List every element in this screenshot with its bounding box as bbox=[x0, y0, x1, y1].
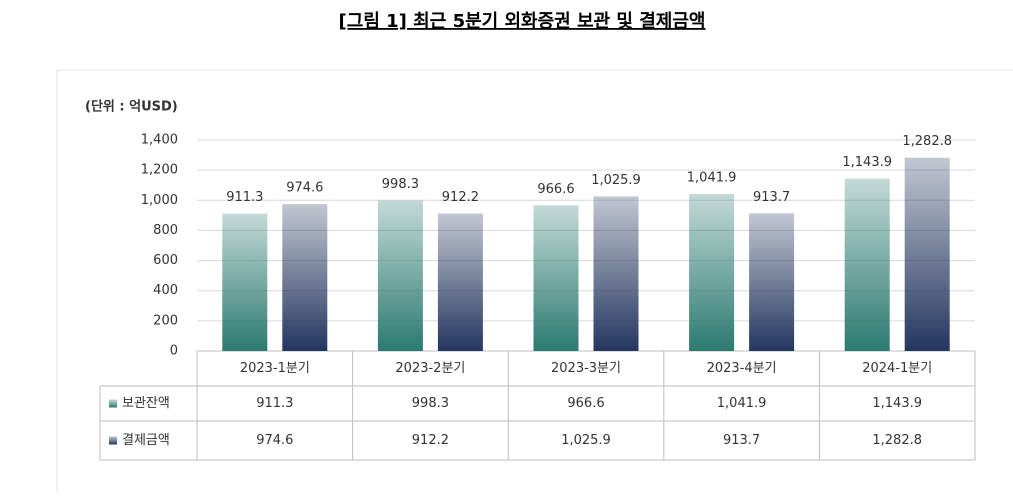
table-cell: 911.3 bbox=[256, 396, 293, 411]
y-tick-label: 600 bbox=[153, 253, 178, 268]
x-tick-label: 2023-1분기 bbox=[240, 361, 310, 376]
y-tick-label: 200 bbox=[153, 313, 178, 328]
y-tick-label: 1,400 bbox=[141, 133, 178, 148]
chart-title: [그림 1] 최근 5분기 외화증권 보관 및 결제금액 bbox=[339, 11, 706, 32]
table-cell: 912.2 bbox=[412, 433, 449, 448]
x-tick-label: 2023-4분기 bbox=[707, 361, 777, 376]
value-label: 1,143.9 bbox=[842, 155, 892, 170]
bar bbox=[904, 157, 950, 351]
table-cell: 974.6 bbox=[256, 433, 293, 448]
bar bbox=[282, 204, 328, 351]
y-tick-label: 400 bbox=[153, 283, 178, 298]
x-tick-label: 2023-2분기 bbox=[395, 361, 465, 376]
y-tick-label: 1,000 bbox=[141, 193, 178, 208]
y-tick-label: 1,200 bbox=[141, 163, 178, 178]
bar bbox=[437, 213, 483, 351]
x-tick-label: 2023-3분기 bbox=[551, 361, 621, 376]
bar bbox=[377, 200, 423, 351]
value-label: 911.3 bbox=[226, 190, 263, 205]
bar bbox=[222, 213, 268, 351]
table-cell: 998.3 bbox=[412, 396, 449, 411]
value-label: 1,041.9 bbox=[687, 170, 737, 185]
legend-label: 결제금액 bbox=[122, 433, 170, 448]
value-label: 912.2 bbox=[442, 190, 479, 205]
x-tick-label: 2024-1분기 bbox=[862, 361, 932, 376]
y-tick-label: 800 bbox=[153, 223, 178, 238]
unit-label: (단위 : 억USD) bbox=[85, 99, 178, 115]
y-tick-label: 0 bbox=[170, 344, 178, 359]
table-cell: 966.6 bbox=[567, 396, 604, 411]
value-label: 966.6 bbox=[537, 182, 574, 197]
bar bbox=[749, 213, 795, 351]
legend-label: 보관잔액 bbox=[122, 396, 170, 411]
bar bbox=[533, 205, 579, 351]
table-cell: 1,143.9 bbox=[872, 396, 922, 411]
bar bbox=[593, 196, 639, 351]
value-label: 1,025.9 bbox=[591, 173, 641, 188]
value-label: 998.3 bbox=[382, 177, 419, 192]
table-cell: 1,282.8 bbox=[872, 433, 922, 448]
table-cell: 1,041.9 bbox=[717, 396, 767, 411]
legend-marker bbox=[109, 436, 117, 445]
bar bbox=[689, 193, 735, 351]
table-cell: 1,025.9 bbox=[561, 433, 611, 448]
value-label: 913.7 bbox=[753, 190, 790, 205]
table-cell: 913.7 bbox=[723, 433, 760, 448]
legend-marker bbox=[109, 399, 117, 408]
chart-frame bbox=[56, 69, 1013, 496]
value-label: 1,282.8 bbox=[902, 134, 952, 149]
value-label: 974.6 bbox=[286, 181, 323, 196]
bar bbox=[844, 178, 890, 351]
